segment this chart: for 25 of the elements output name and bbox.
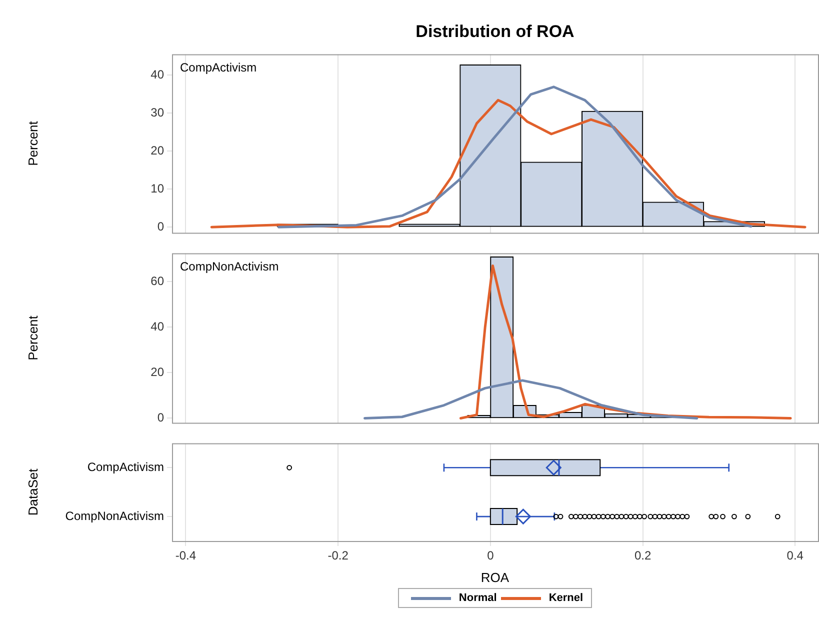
y-tick-label: 60 bbox=[150, 274, 164, 288]
legend-label: Normal bbox=[458, 592, 497, 604]
annotation: CompNonActivism bbox=[180, 260, 279, 274]
y-tick-label: CompActivism bbox=[87, 460, 164, 474]
annotation: CompActivism bbox=[180, 60, 257, 75]
y-tick-label: 40 bbox=[150, 320, 164, 334]
x-tick-label: 0.4 bbox=[786, 548, 804, 563]
x-tick-label: -0.2 bbox=[328, 548, 349, 563]
y-axis-title: Percent bbox=[25, 120, 40, 166]
y-tick-label: 20 bbox=[150, 365, 164, 380]
y-tick-label: 10 bbox=[150, 181, 164, 196]
y-tick-label: 20 bbox=[150, 143, 164, 158]
y-tick-label: CompNonActivism bbox=[65, 508, 164, 523]
x-tick-label: 0 bbox=[487, 548, 494, 563]
x-axis-title: ROA bbox=[480, 570, 510, 585]
x-tick-label: -0.4 bbox=[175, 548, 196, 563]
y-axis-title: DataSet bbox=[25, 468, 40, 516]
x-tick-label: 0.2 bbox=[634, 548, 652, 563]
y-axis-title: Percent bbox=[25, 315, 40, 360]
y-tick-label: 40 bbox=[150, 67, 164, 82]
y-tick-label: 0 bbox=[157, 410, 164, 425]
y-tick-label: 30 bbox=[150, 105, 164, 120]
chart-title: Distribution of ROA bbox=[414, 22, 576, 42]
legend-label: Kernel bbox=[548, 592, 584, 604]
y-tick-label: 0 bbox=[157, 219, 164, 234]
